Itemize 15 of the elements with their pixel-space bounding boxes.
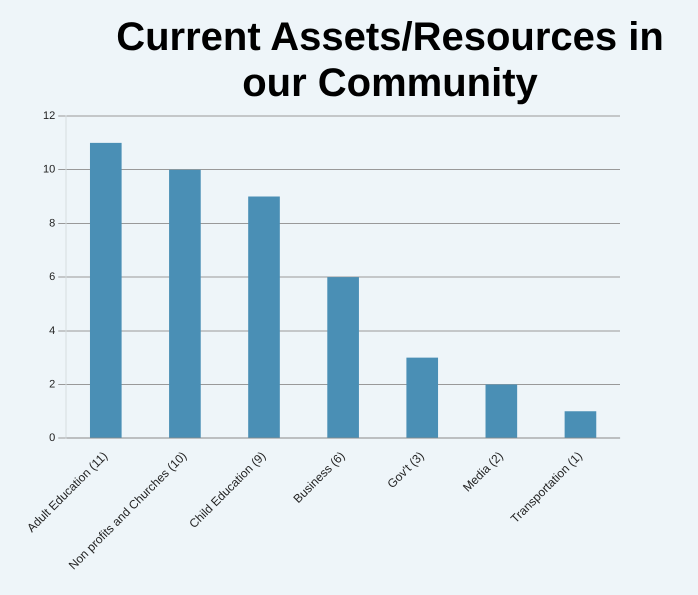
- y-tick-label: 2: [49, 378, 56, 390]
- bar: [564, 411, 596, 438]
- bar: [169, 170, 201, 438]
- bar: [486, 384, 518, 438]
- chart-title: Current Assets/Resources in our Community: [115, 14, 665, 106]
- y-tick-label: 12: [42, 110, 56, 122]
- bar: [327, 277, 359, 438]
- y-tick-label: 10: [42, 164, 56, 176]
- y-tick-label: 6: [49, 271, 56, 284]
- bar: [248, 196, 280, 438]
- bar: [90, 142, 122, 438]
- y-tick-label: 4: [49, 324, 56, 337]
- y-tick-label: 0: [49, 432, 56, 444]
- y-tick-label: 8: [49, 217, 56, 230]
- bar: [406, 358, 438, 438]
